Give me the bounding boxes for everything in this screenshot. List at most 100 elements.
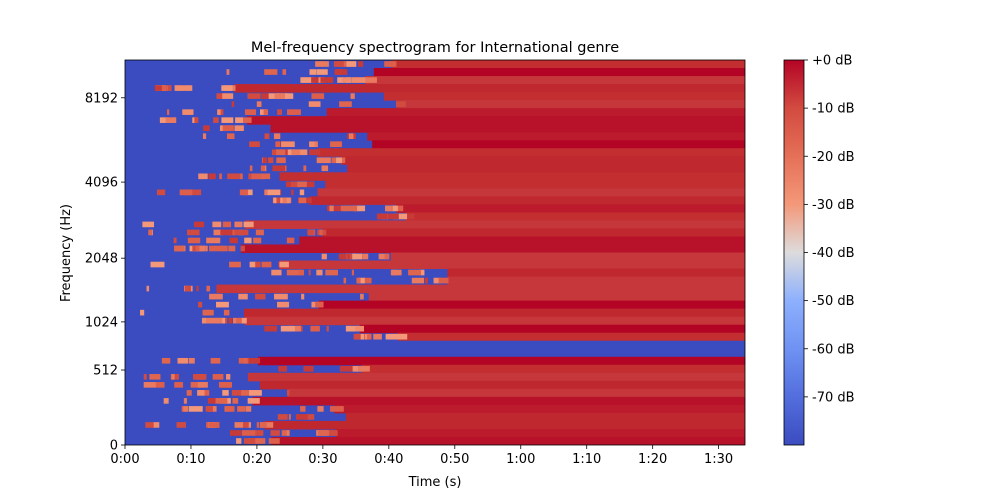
- heatmap-streak: [209, 245, 223, 252]
- heatmap-streak: [146, 285, 150, 292]
- heatmap-streak: [320, 77, 334, 83]
- y-axis-label: Frequency (Hz): [59, 204, 74, 302]
- heatmap-streak: [353, 205, 366, 212]
- heatmap-streak: [364, 333, 370, 340]
- heatmap-streak: [226, 69, 230, 75]
- heatmap-streak: [205, 245, 208, 252]
- heatmap-streak: [197, 382, 208, 388]
- heatmap-streak: [239, 189, 248, 196]
- heatmap-streak: [182, 109, 194, 115]
- heatmap-streak: [226, 374, 231, 380]
- heatmap-streak: [207, 398, 216, 404]
- heatmap-streak: [308, 269, 311, 276]
- heatmap-streak: [231, 390, 246, 396]
- heatmap-streak: [318, 430, 330, 436]
- heatmap-streak: [234, 229, 249, 236]
- x-tick-label: 1:10: [572, 452, 601, 467]
- heatmap-streak: [241, 390, 256, 396]
- heatmap-streak: [311, 77, 325, 83]
- heatmap-streak: [260, 165, 265, 172]
- heatmap-streak: [274, 93, 288, 99]
- heatmap-streak: [208, 173, 216, 180]
- heatmap-streak: [210, 357, 221, 364]
- heatmap-streak: [325, 269, 339, 276]
- heatmap-streak: [199, 245, 206, 252]
- heatmap-streak: [288, 414, 291, 420]
- heatmap-streak: [282, 69, 287, 75]
- heatmap-streak: [258, 173, 271, 180]
- heatmap-streak: [329, 205, 334, 212]
- heatmap-streak: [311, 93, 325, 99]
- heatmap-streak: [303, 365, 311, 372]
- heatmap-streak: [159, 117, 170, 123]
- heatmap-streak: [360, 293, 364, 300]
- heatmap-band: [279, 260, 745, 270]
- heatmap-streak: [176, 422, 186, 428]
- heatmap-streak: [343, 277, 347, 284]
- heatmap-streak: [249, 165, 253, 172]
- heatmap-streak: [373, 333, 382, 340]
- heatmap-streak: [186, 85, 193, 91]
- heatmap-streak: [244, 438, 248, 444]
- heatmap-band: [397, 332, 745, 342]
- heatmap-streak: [267, 189, 281, 196]
- heatmap-band: [317, 188, 745, 197]
- heatmap-band: [347, 164, 745, 173]
- heatmap-streak: [309, 69, 317, 75]
- heatmap-streak: [163, 398, 169, 404]
- heatmap-streak: [222, 125, 234, 131]
- heatmap-streak: [316, 269, 323, 276]
- x-tick-label: 0:40: [374, 452, 403, 467]
- heatmap-streak: [346, 325, 352, 332]
- heatmap-streak: [227, 173, 240, 180]
- heatmap-streak: [211, 317, 223, 324]
- heatmap-band: [287, 388, 745, 398]
- heatmap-streak: [229, 430, 242, 436]
- heatmap-streak: [216, 93, 227, 99]
- heatmap-streak: [291, 149, 301, 156]
- heatmap-streak: [256, 101, 262, 107]
- heatmap-streak: [238, 357, 249, 364]
- heatmap-streak: [196, 285, 199, 292]
- heatmap-band: [335, 428, 745, 438]
- heatmap-streak: [300, 406, 306, 412]
- colorbar-gradient: [783, 59, 805, 446]
- heatmap-streak: [213, 117, 219, 123]
- heatmap-streak: [228, 229, 237, 236]
- heatmap-streak: [192, 245, 196, 252]
- heatmap-streak: [395, 269, 402, 276]
- heatmap-streak: [171, 374, 175, 380]
- heatmap-streak: [259, 109, 267, 115]
- heatmap-band: [234, 84, 745, 93]
- heatmap-streak: [300, 77, 315, 83]
- heatmap-streak: [264, 325, 278, 332]
- heatmap-streak: [276, 149, 286, 156]
- heatmap-streak: [263, 109, 269, 115]
- heatmap-streak: [167, 109, 170, 115]
- heatmap-streak: [238, 293, 248, 300]
- heatmap-streak: [268, 93, 280, 99]
- heatmap-streak: [244, 237, 252, 244]
- heatmap-streak: [286, 237, 295, 244]
- heatmap-streak: [290, 181, 302, 188]
- heatmap-streak: [209, 293, 223, 300]
- heatmap-streak: [341, 77, 352, 83]
- heatmap-streak: [274, 293, 288, 300]
- heatmap-band: [259, 380, 745, 390]
- heatmap-streak: [333, 61, 344, 67]
- heatmap-streak: [355, 325, 364, 332]
- heatmap-streak: [300, 181, 315, 188]
- heatmap-streak: [404, 213, 415, 220]
- heatmap-streak: [216, 301, 229, 308]
- heatmap-streak: [352, 253, 363, 260]
- heatmap-streak: [190, 382, 204, 388]
- x-tick-label: 0:30: [308, 452, 337, 467]
- heatmap-band: [368, 292, 745, 302]
- heatmap-streak: [219, 173, 222, 180]
- heatmap-streak: [143, 382, 156, 388]
- heatmap-band: [299, 236, 745, 245]
- y-tick-label: 512: [93, 364, 118, 379]
- heatmap-streak: [229, 261, 241, 268]
- heatmap-streak: [240, 245, 245, 252]
- heatmap-band: [244, 308, 745, 318]
